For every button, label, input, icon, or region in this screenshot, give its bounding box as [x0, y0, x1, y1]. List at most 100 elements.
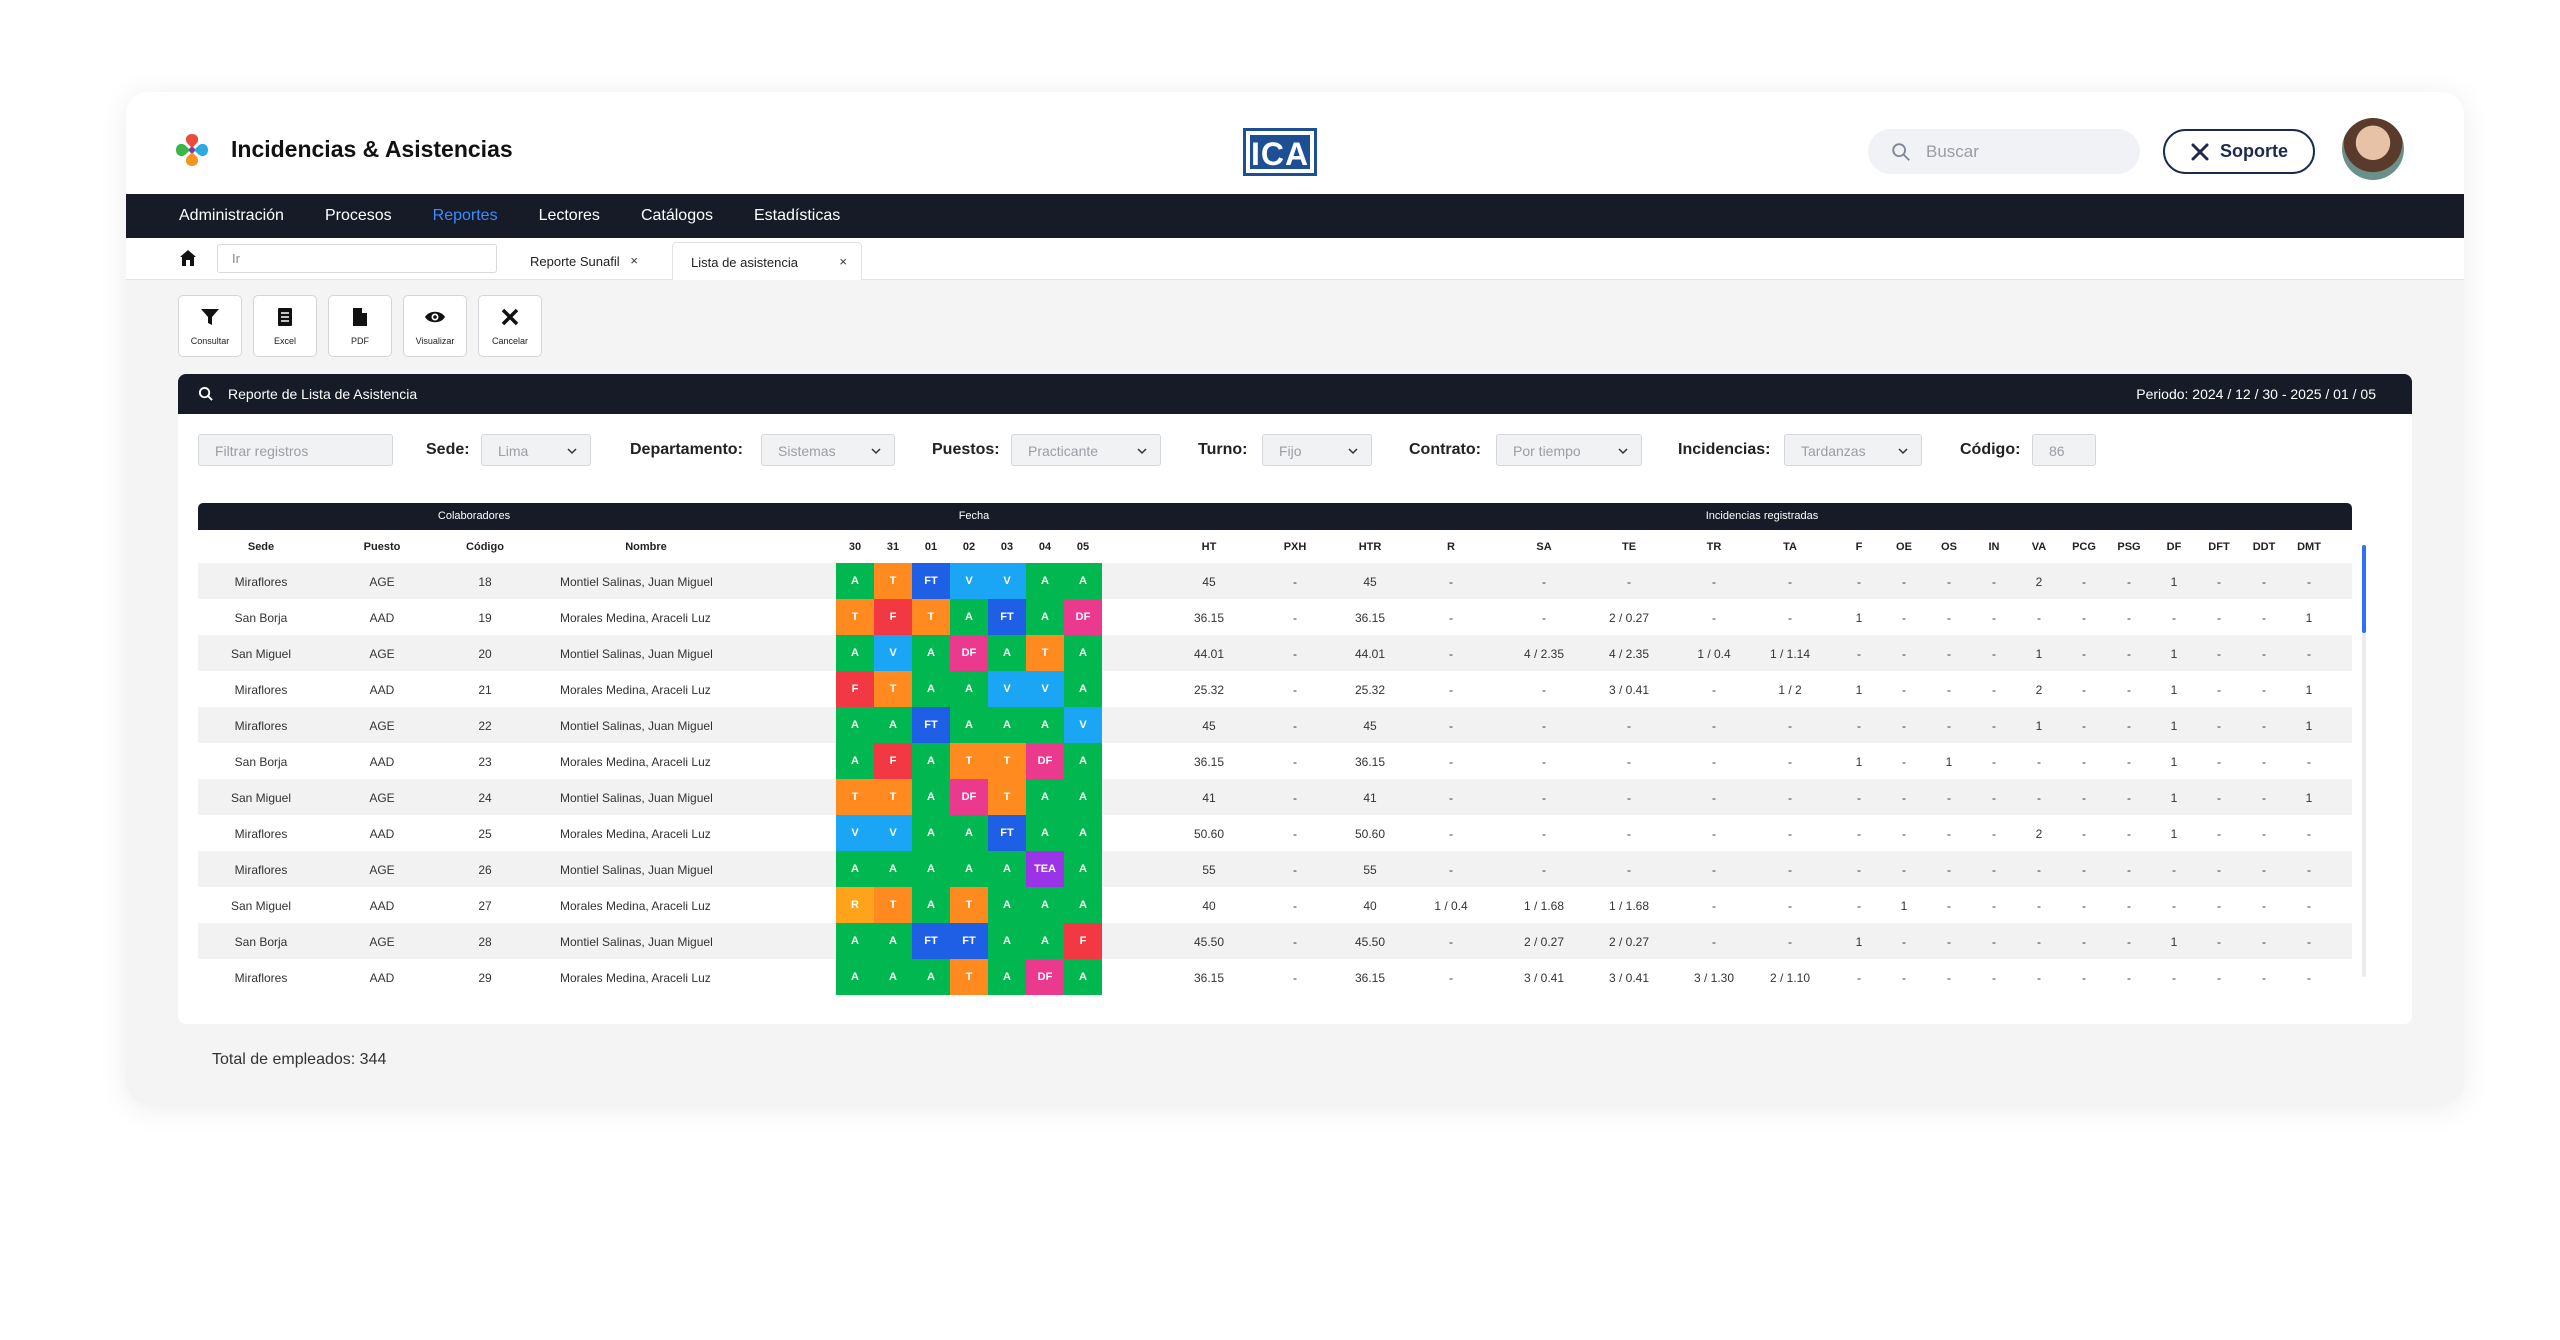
- close-tab-icon[interactable]: ×: [630, 253, 638, 268]
- sede-select[interactable]: Lima: [481, 434, 591, 466]
- column-header[interactable]: Nombre: [625, 541, 667, 553]
- column-header[interactable]: VA: [2031, 541, 2047, 553]
- day-status-cell[interactable]: A: [950, 851, 988, 887]
- day-status-cell[interactable]: T: [912, 599, 950, 635]
- consultar-button[interactable]: Consultar: [178, 295, 242, 357]
- puestos-select[interactable]: Practicante: [1011, 434, 1161, 466]
- nav-item-estadísticas[interactable]: Estadísticas: [753, 207, 841, 224]
- day-status-cell[interactable]: A: [1064, 851, 1102, 887]
- support-button[interactable]: Soporte: [2163, 129, 2315, 174]
- departamento-select[interactable]: Sistemas: [761, 434, 895, 466]
- nav-item-procesos[interactable]: Procesos: [324, 207, 392, 224]
- turno-select[interactable]: Fijo: [1262, 434, 1372, 466]
- column-header[interactable]: 31: [886, 541, 900, 553]
- column-header[interactable]: 05: [1076, 541, 1090, 553]
- day-status-cell[interactable]: A: [912, 779, 950, 815]
- table-row[interactable]: San Miguel AGE 24 Montiel Salinas, Juan Mig…: [198, 779, 2352, 815]
- day-status-cell[interactable]: A: [912, 635, 950, 671]
- day-status-cell[interactable]: FT: [988, 815, 1026, 851]
- day-status-cell[interactable]: T: [1026, 635, 1064, 671]
- table-row[interactable]: Miraflores AGE 22 Montiel Salinas, Juan Mig…: [198, 707, 2352, 743]
- day-status-cell[interactable]: A: [912, 959, 950, 995]
- day-status-cell[interactable]: A: [836, 923, 874, 959]
- day-status-cell[interactable]: A: [950, 815, 988, 851]
- day-status-cell[interactable]: T: [988, 743, 1026, 779]
- day-status-cell[interactable]: A: [950, 671, 988, 707]
- go-to-input[interactable]: Ir: [217, 244, 497, 273]
- scrollbar-thumb[interactable]: [2362, 545, 2366, 633]
- day-status-cell[interactable]: A: [836, 851, 874, 887]
- table-row[interactable]: San Miguel AAD 27 Morales Medina, Araceli L…: [198, 887, 2352, 923]
- contrato-select[interactable]: Por tiempo: [1496, 434, 1642, 466]
- table-row[interactable]: Miraflores AAD 21 Morales Medina, Araceli L…: [198, 671, 2352, 707]
- day-status-cell[interactable]: A: [912, 743, 950, 779]
- day-status-cell[interactable]: A: [1026, 815, 1064, 851]
- codigo-input[interactable]: 86: [2032, 434, 2096, 466]
- day-status-cell[interactable]: A: [1064, 635, 1102, 671]
- column-header[interactable]: 03: [1000, 541, 1014, 553]
- day-status-cell[interactable]: T: [950, 743, 988, 779]
- day-status-cell[interactable]: A: [874, 851, 912, 887]
- day-status-cell[interactable]: T: [874, 671, 912, 707]
- column-header[interactable]: TE: [1621, 541, 1637, 553]
- day-status-cell[interactable]: R: [836, 887, 874, 923]
- column-header[interactable]: DFT: [2208, 541, 2230, 553]
- column-header[interactable]: PSG: [2117, 541, 2141, 553]
- column-header[interactable]: F: [1855, 541, 1863, 553]
- day-status-cell[interactable]: A: [1064, 563, 1102, 599]
- day-status-cell[interactable]: FT: [912, 563, 950, 599]
- day-status-cell[interactable]: A: [1064, 671, 1102, 707]
- day-status-cell[interactable]: DF: [1026, 743, 1064, 779]
- table-row[interactable]: Miraflores AGE 18 Montiel Salinas, Juan Mig…: [198, 563, 2352, 599]
- day-status-cell[interactable]: A: [874, 707, 912, 743]
- day-status-cell[interactable]: A: [912, 671, 950, 707]
- day-status-cell[interactable]: T: [836, 599, 874, 635]
- day-status-cell[interactable]: A: [1064, 743, 1102, 779]
- column-header[interactable]: Código: [466, 541, 504, 553]
- excel-button[interactable]: Excel: [253, 295, 317, 357]
- day-status-cell[interactable]: T: [836, 779, 874, 815]
- column-header[interactable]: PCG: [2072, 541, 2096, 553]
- visualizar-button[interactable]: Visualizar: [403, 295, 467, 357]
- nav-item-reportes[interactable]: Reportes: [432, 207, 498, 224]
- day-status-cell[interactable]: A: [836, 635, 874, 671]
- day-status-cell[interactable]: A: [988, 923, 1026, 959]
- day-status-cell[interactable]: A: [988, 635, 1026, 671]
- search-input[interactable]: Buscar: [1868, 129, 2140, 174]
- scrollbar-track[interactable]: [2362, 545, 2366, 977]
- day-status-cell[interactable]: A: [988, 851, 1026, 887]
- nav-item-catálogos[interactable]: Catálogos: [640, 207, 713, 224]
- day-status-cell[interactable]: FT: [988, 599, 1026, 635]
- column-header[interactable]: DF: [2166, 541, 2182, 553]
- day-status-cell[interactable]: V: [874, 815, 912, 851]
- day-status-cell[interactable]: A: [1026, 599, 1064, 635]
- day-status-cell[interactable]: V: [1026, 671, 1064, 707]
- column-header[interactable]: DMT: [2297, 541, 2321, 553]
- column-header[interactable]: 02: [962, 541, 976, 553]
- column-header[interactable]: HT: [1201, 541, 1217, 553]
- table-row[interactable]: San Miguel AGE 20 Montiel Salinas, Juan Mig…: [198, 635, 2352, 671]
- day-status-cell[interactable]: A: [874, 923, 912, 959]
- day-status-cell[interactable]: F: [874, 599, 912, 635]
- day-status-cell[interactable]: DF: [950, 635, 988, 671]
- day-status-cell[interactable]: V: [988, 563, 1026, 599]
- day-status-cell[interactable]: A: [836, 707, 874, 743]
- column-header[interactable]: TA: [1783, 541, 1797, 553]
- day-status-cell[interactable]: T: [988, 779, 1026, 815]
- column-header[interactable]: OS: [1941, 541, 1957, 553]
- day-status-cell[interactable]: TEA: [1026, 851, 1064, 887]
- day-status-cell[interactable]: A: [912, 815, 950, 851]
- avatar[interactable]: [2342, 118, 2404, 180]
- day-status-cell[interactable]: A: [1064, 779, 1102, 815]
- day-status-cell[interactable]: V: [950, 563, 988, 599]
- column-header[interactable]: HTR: [1358, 541, 1382, 553]
- day-status-cell[interactable]: T: [874, 779, 912, 815]
- day-status-cell[interactable]: A: [836, 743, 874, 779]
- day-status-cell[interactable]: A: [1026, 563, 1064, 599]
- column-header[interactable]: SA: [1536, 541, 1552, 553]
- day-status-cell[interactable]: F: [874, 743, 912, 779]
- day-status-cell[interactable]: T: [950, 959, 988, 995]
- column-header[interactable]: TR: [1706, 541, 1722, 553]
- column-header[interactable]: PXH: [1283, 541, 1307, 553]
- table-row[interactable]: San Borja AGE 28 Montiel Salinas, Juan Migu…: [198, 923, 2352, 959]
